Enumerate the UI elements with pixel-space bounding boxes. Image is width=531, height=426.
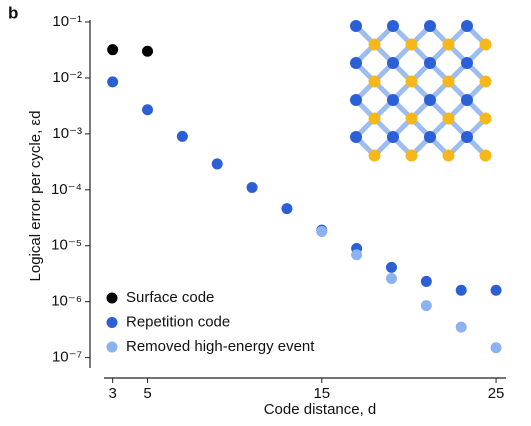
y-tick-label: 10⁻⁶ [51, 293, 82, 310]
lattice-node [479, 149, 492, 162]
lattice-node [387, 94, 399, 106]
point [316, 225, 328, 237]
y-tick-label: 10⁻⁴ [51, 181, 82, 198]
legend-marker [106, 317, 118, 328]
point [351, 249, 363, 261]
lattice-node [387, 131, 399, 143]
lattice-node [387, 20, 399, 32]
inset-lattice [350, 20, 492, 162]
point [142, 45, 154, 57]
point [385, 272, 397, 284]
point [246, 181, 258, 193]
lattice-node [461, 20, 473, 32]
point [281, 203, 293, 215]
point [455, 284, 467, 296]
lattice-node [405, 149, 418, 162]
point [420, 275, 432, 287]
point [385, 261, 397, 273]
lattice-node [350, 94, 362, 106]
x-tick-label: 5 [143, 385, 151, 402]
lattice-node [461, 131, 473, 143]
lattice-node [405, 112, 418, 125]
lattice-node [350, 131, 362, 143]
lattice-node [368, 149, 381, 162]
lattice-node [350, 57, 362, 69]
x-tick-label: 3 [108, 385, 116, 402]
lattice-node [479, 38, 492, 51]
legend-label: Removed high-energy event [126, 338, 315, 355]
y-axis-label: Logical error per cycle, εd [27, 111, 44, 282]
legend-marker [106, 341, 118, 353]
lattice-node [442, 75, 455, 88]
y-tick-label: 10⁻¹ [52, 13, 82, 30]
x-tick-label: 25 [488, 385, 505, 402]
point [211, 158, 223, 170]
lattice-node [424, 57, 436, 69]
panel-label: b [8, 3, 18, 22]
lattice-node [368, 38, 381, 51]
y-tick-label: 10⁻³ [52, 125, 82, 142]
lattice-node [368, 75, 381, 88]
point [420, 300, 432, 312]
lattice-node [442, 38, 455, 51]
point [490, 342, 502, 354]
lattice-node [479, 75, 492, 88]
x-axis-label: Code distance, d [264, 401, 377, 418]
y-tick-label: 10⁻⁵ [51, 237, 82, 254]
lattice-node [461, 57, 473, 69]
lattice-node [442, 112, 455, 125]
legend-label: Surface code [126, 289, 214, 306]
point [455, 321, 467, 333]
lattice-node [405, 38, 418, 51]
lattice-node [442, 149, 455, 162]
legend-marker [106, 292, 118, 304]
lattice-node [461, 94, 473, 106]
lattice-node [424, 94, 436, 106]
point [107, 44, 119, 56]
y-tick-label: 10⁻⁷ [52, 349, 82, 366]
lattice-node [368, 112, 381, 125]
point [176, 130, 188, 142]
legend-label: Repetition code [126, 313, 230, 330]
point [490, 284, 502, 296]
x-tick-label: 15 [313, 385, 330, 402]
lattice-node [350, 20, 362, 32]
lattice-node [405, 75, 418, 88]
y-tick-label: 10⁻² [52, 69, 82, 86]
lattice-node [424, 20, 436, 32]
lattice-node [479, 112, 492, 125]
lattice-node [424, 131, 436, 143]
point [107, 76, 119, 88]
lattice-node [387, 57, 399, 69]
point [142, 104, 154, 116]
